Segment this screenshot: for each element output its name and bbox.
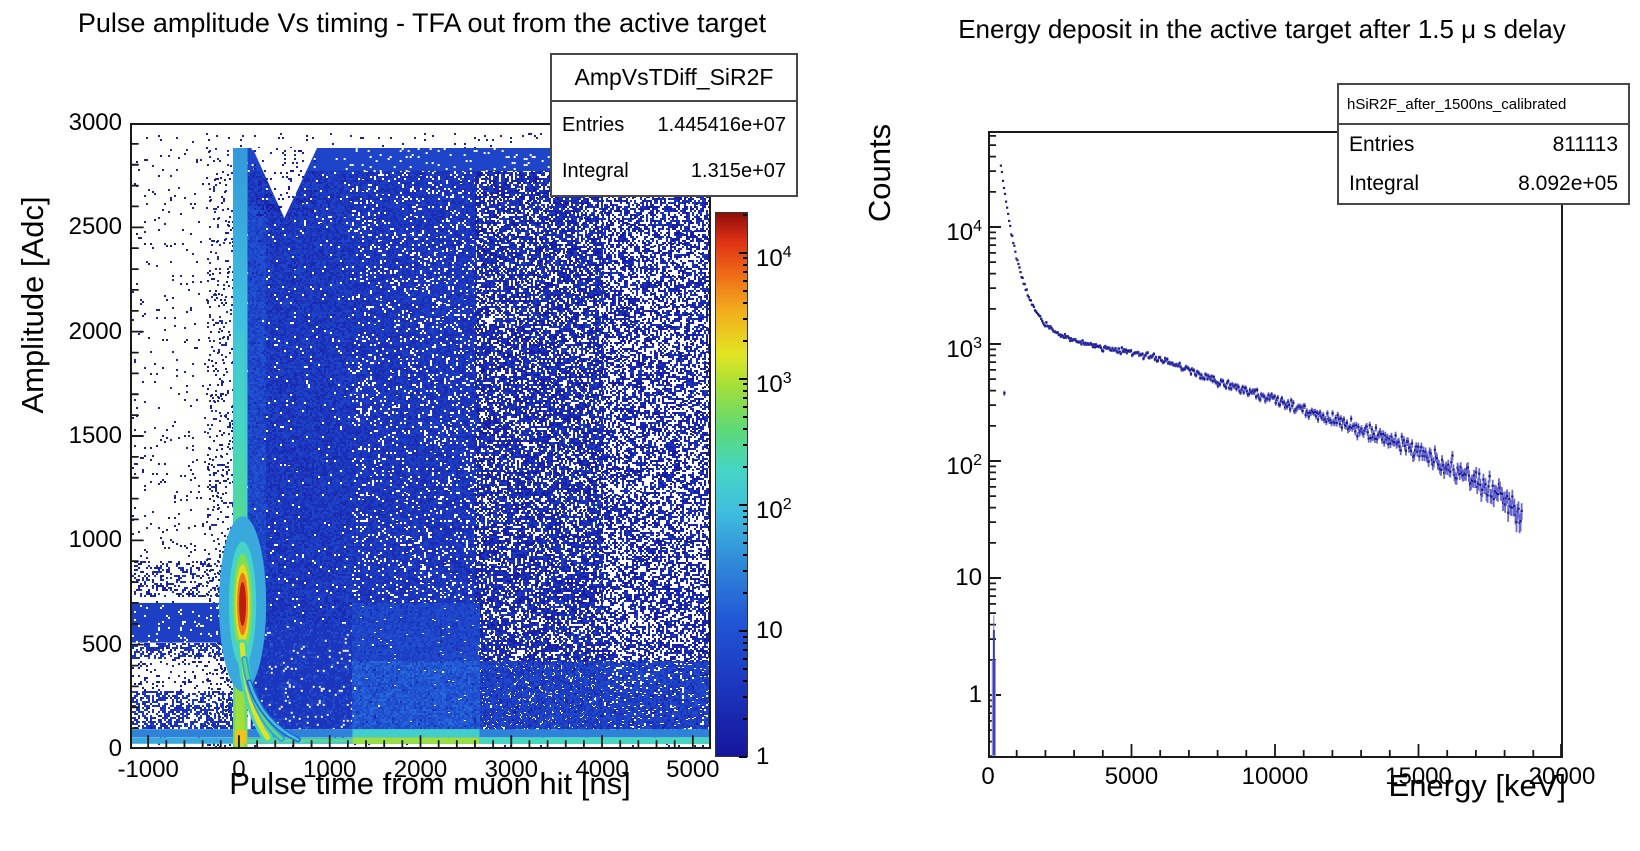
entries-label: Entries bbox=[1349, 132, 1415, 156]
colorbar-tick bbox=[743, 649, 747, 652]
left-stats-histogram-name: AmpVsTDiff_SiR2F bbox=[552, 55, 796, 102]
colorbar-tick bbox=[743, 339, 747, 342]
colorbar-tick bbox=[743, 289, 747, 292]
left-y-tick-label: 0 bbox=[108, 735, 122, 762]
right-x-tick-label: 5000 bbox=[1104, 763, 1159, 790]
colorbar-tick bbox=[739, 251, 747, 254]
left-x-tick-label: 3000 bbox=[484, 756, 538, 783]
left-x-axis-title: Pulse time from muon hit [ns] bbox=[229, 766, 631, 801]
colorbar-tick bbox=[743, 213, 747, 216]
colorbar-tick-label: 102 bbox=[756, 495, 792, 524]
right-x-tick-label: 20000 bbox=[1528, 763, 1596, 790]
left-plot-title: Pulse amplitude Vs timing - TFA out from… bbox=[77, 8, 767, 38]
right-x-axis-title: Energy [keV] bbox=[1388, 768, 1566, 803]
colorbar-tick bbox=[743, 541, 747, 544]
right-y-tick-label: 103 bbox=[946, 335, 982, 363]
colorbar-tick bbox=[743, 405, 747, 408]
colorbar-tick bbox=[739, 377, 747, 380]
right-y-axis-title: Counts bbox=[862, 123, 897, 223]
colorbar-tick bbox=[743, 427, 747, 430]
right-stats-histogram-name: hSiR2F_after_1500ns_calibrated bbox=[1339, 85, 1628, 125]
left-y-tick-label: 3000 bbox=[68, 109, 122, 136]
colorbar bbox=[715, 212, 748, 757]
left-y-tick-label: 1000 bbox=[68, 526, 122, 554]
colorbar-tick-label: 1 bbox=[756, 743, 770, 770]
colorbar-tick bbox=[743, 397, 747, 400]
right-plot-title: Energy deposit in the active target afte… bbox=[958, 14, 1566, 44]
left-y-tick-label: 1500 bbox=[68, 422, 122, 449]
integral-value: 8.092e+05 bbox=[1518, 171, 1618, 195]
colorbar-tick bbox=[743, 271, 747, 274]
right-x-tick-label: 10000 bbox=[1241, 763, 1309, 790]
left-x-tick-label: 0 bbox=[232, 756, 246, 783]
colorbar-tick bbox=[743, 657, 747, 660]
left-y-tick-label: 2500 bbox=[68, 213, 122, 241]
colorbar-tick bbox=[743, 667, 747, 670]
left-y-tick-label: 2000 bbox=[68, 317, 122, 345]
right-stats-integral-row: Integral 8.092e+05 bbox=[1339, 164, 1628, 203]
entries-label: Entries bbox=[562, 113, 625, 136]
left-y-tick-label: 500 bbox=[81, 630, 122, 658]
left-x-tick-label: 1000 bbox=[303, 756, 357, 783]
right-y-tick-label: 10 bbox=[955, 564, 982, 591]
energy-spectrum bbox=[988, 131, 1563, 758]
colorbar-tick bbox=[743, 443, 747, 446]
colorbar-tick bbox=[743, 642, 747, 645]
left-stats-entries-row: Entries 1.445416e+07 bbox=[552, 102, 796, 149]
colorbar-tick-label: 103 bbox=[756, 369, 792, 398]
colorbar-tick bbox=[743, 389, 747, 392]
right-x-tick-label: 15000 bbox=[1385, 763, 1452, 790]
right-y-tick-label: 104 bbox=[946, 218, 982, 246]
colorbar-tick bbox=[743, 263, 747, 266]
left-x-tick-label: 4000 bbox=[575, 756, 629, 783]
entries-value: 811113 bbox=[1552, 132, 1618, 156]
colorbar-tick bbox=[743, 531, 747, 534]
colorbar-tick bbox=[743, 695, 747, 698]
colorbar-tick bbox=[739, 756, 747, 758]
left-stats-integral-row: Integral 1.315e+07 bbox=[552, 149, 796, 196]
right-stats-box: hSiR2F_after_1500ns_calibrated Entries 8… bbox=[1337, 83, 1630, 205]
right-stats-entries-row: Entries 811113 bbox=[1339, 125, 1628, 164]
colorbar-tick bbox=[743, 465, 747, 468]
colorbar-tick bbox=[743, 591, 747, 594]
colorbar-tick bbox=[743, 680, 747, 683]
colorbar-tick bbox=[739, 503, 747, 506]
colorbar-tick bbox=[743, 415, 747, 418]
colorbar-tick-label: 10 bbox=[756, 616, 783, 644]
colorbar-tick bbox=[743, 257, 747, 260]
colorbar-tick bbox=[743, 569, 747, 572]
colorbar-tick bbox=[743, 509, 747, 512]
colorbar-tick bbox=[743, 516, 747, 519]
right-y-tick-label: 102 bbox=[946, 452, 982, 480]
colorbar-tick bbox=[743, 279, 747, 282]
right-y-tick-label: 1 bbox=[968, 681, 982, 708]
colorbar-tick bbox=[743, 383, 747, 386]
colorbar-tick bbox=[743, 553, 747, 556]
colorbar-tick bbox=[743, 301, 747, 304]
colorbar-tick bbox=[739, 629, 747, 632]
amplitude-vs-time-heatmap bbox=[130, 123, 711, 749]
entries-value: 1.445416e+07 bbox=[657, 113, 786, 136]
colorbar-tick bbox=[743, 317, 747, 320]
integral-value: 1.315e+07 bbox=[690, 160, 786, 183]
integral-label: Integral bbox=[562, 160, 629, 183]
colorbar-tick-label: 104 bbox=[756, 243, 792, 272]
integral-label: Integral bbox=[1349, 171, 1420, 195]
left-x-tick-label: 5000 bbox=[666, 756, 720, 783]
left-x-tick-label: 2000 bbox=[393, 756, 448, 783]
left-x-tick-label: -1000 bbox=[117, 756, 179, 783]
right-x-tick-label: 0 bbox=[981, 763, 995, 790]
colorbar-tick bbox=[743, 718, 747, 721]
colorbar-tick bbox=[743, 635, 747, 638]
colorbar-tick bbox=[743, 523, 747, 526]
left-stats-box: AmpVsTDiff_SiR2F Entries 1.445416e+07 In… bbox=[550, 53, 798, 197]
